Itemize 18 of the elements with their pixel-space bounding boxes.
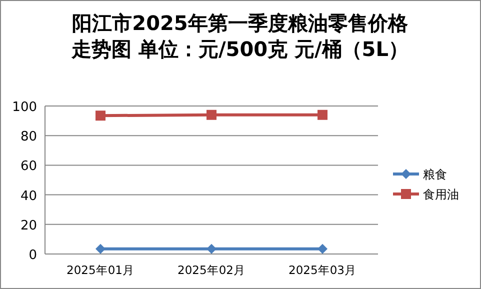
y-tick-label: 0: [28, 248, 37, 263]
y-tick-label: 80: [20, 130, 37, 145]
legend-label: 粮食: [423, 168, 447, 182]
title: 阳江市2025年第一季度粮油零售价格走势图 单位：元/500克 元/桶（5L）: [72, 11, 408, 61]
y-tick-label: 100: [12, 100, 37, 115]
legend-label: 食用油: [423, 188, 459, 202]
point: [96, 110, 106, 121]
point: [206, 110, 216, 120]
y-tick-label: 40: [20, 188, 37, 204]
x-tick-label: 2025年02月: [178, 263, 246, 277]
x-tick-label: 2025年01月: [66, 263, 134, 277]
point: [318, 110, 328, 120]
x-tick-label: 2025年03月: [288, 263, 356, 277]
point: [96, 244, 106, 254]
point: [206, 244, 216, 254]
point: [318, 244, 328, 254]
y-tick-label: 60: [20, 159, 37, 174]
y-tick-label: 20: [20, 218, 37, 234]
